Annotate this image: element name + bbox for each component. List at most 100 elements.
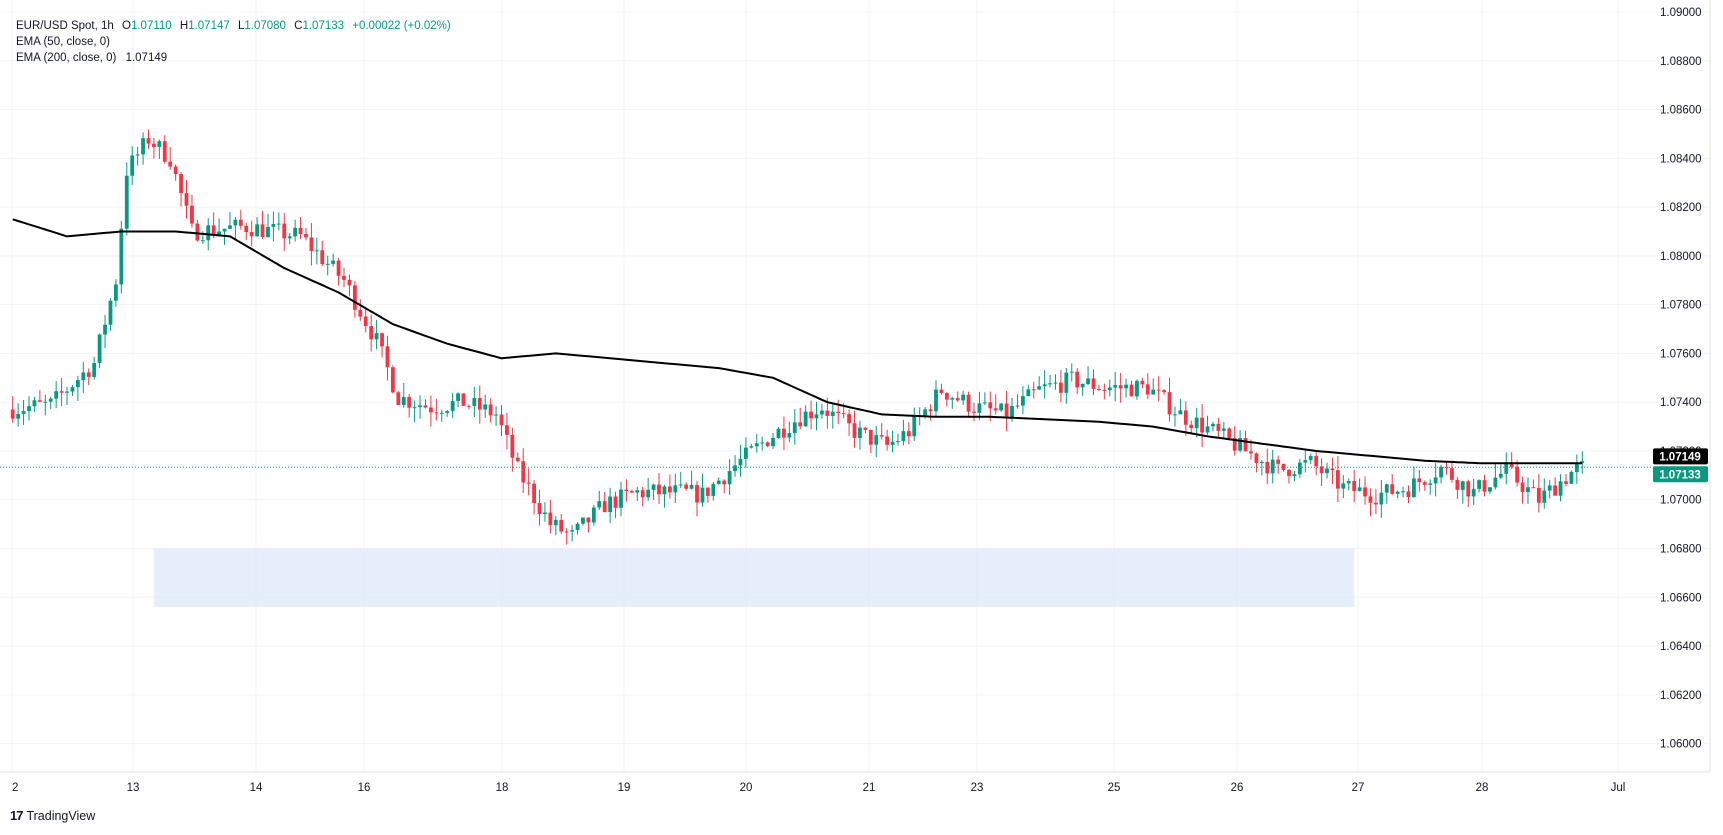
candle: [173, 164, 178, 181]
candle: [1259, 460, 1264, 476]
legend-ema200-row[interactable]: EMA (200, close, 0) 1.07149: [16, 50, 451, 66]
candle: [1531, 479, 1536, 489]
candle: [1135, 379, 1139, 400]
candle: [738, 444, 743, 477]
candle: [108, 298, 113, 331]
candle: [347, 274, 352, 297]
candle: [124, 162, 129, 236]
candle: [548, 499, 553, 534]
price-tick-label: 1.07600: [1660, 348, 1702, 360]
candle: [792, 409, 797, 445]
price-axis[interactable]: 1.06000 1.06200 1.06400 1.06600 1.06800 1.070…: [1660, 7, 1702, 751]
time-tick-label: Jul: [1611, 782, 1626, 794]
candle: [944, 392, 949, 407]
candle: [1471, 478, 1476, 505]
time-tick-label: 2: [12, 782, 18, 794]
candle: [412, 400, 417, 423]
time-tick-label: 13: [127, 782, 140, 794]
candle: [184, 180, 189, 219]
candle: [86, 368, 91, 386]
candle: [1075, 368, 1080, 394]
tradingview-logo-text: TradingView: [26, 808, 96, 823]
candle: [1379, 480, 1384, 518]
candle: [830, 404, 835, 429]
candle: [608, 487, 613, 524]
candle: [955, 391, 960, 402]
candle: [651, 483, 656, 501]
candle: [228, 211, 232, 230]
candle: [1102, 383, 1107, 400]
candle: [689, 470, 694, 490]
candle: [510, 427, 515, 472]
candle: [390, 365, 395, 394]
candle: [1308, 453, 1313, 465]
candle: [1097, 384, 1101, 391]
price-tick-label: 1.07000: [1660, 495, 1702, 507]
time-tick-label: 28: [1476, 782, 1489, 794]
candle: [255, 217, 260, 237]
candle: [244, 222, 249, 241]
candle: [37, 390, 42, 403]
candle: [1504, 452, 1509, 485]
candle: [1205, 415, 1210, 435]
candle: [304, 227, 308, 241]
candle: [977, 391, 982, 421]
candle: [233, 217, 238, 240]
candle: [32, 396, 37, 412]
candle: [1493, 463, 1498, 490]
candle: [809, 400, 813, 430]
legend-ema50-row[interactable]: EMA (50, close, 0): [16, 34, 451, 50]
candle: [195, 219, 200, 242]
change-value: +0.00022 (+0.02%): [352, 20, 451, 32]
candle: [754, 433, 759, 453]
candle: [1281, 463, 1286, 472]
candle: [896, 433, 900, 446]
candle: [619, 481, 623, 517]
candle: [1422, 480, 1427, 491]
candle: [1200, 404, 1205, 448]
candle: [70, 384, 75, 396]
price-labels: 1.07149 1.07133: [1653, 448, 1708, 483]
candle: [1368, 488, 1373, 517]
candle: [1189, 420, 1194, 435]
candle: [162, 135, 167, 164]
candle: [961, 390, 966, 405]
candle: [1167, 377, 1172, 422]
candle: [597, 490, 602, 510]
time-tick-label: 18: [496, 782, 509, 794]
price-tick-label: 1.08400: [1660, 153, 1702, 165]
candle: [868, 429, 873, 454]
candle: [494, 406, 498, 426]
candle: [423, 399, 428, 409]
candle: [1428, 479, 1433, 495]
candle: [1129, 380, 1134, 397]
candle: [982, 392, 987, 406]
candle: [776, 426, 781, 439]
candle: [429, 395, 433, 427]
candle: [591, 504, 596, 526]
candle: [1384, 483, 1389, 504]
candle: [157, 139, 162, 159]
candle: [271, 211, 276, 242]
candle: [282, 212, 287, 252]
candle: [1276, 455, 1281, 474]
time-axis[interactable]: 2 13 14 16 18 19 20 21 23 25 26 27 28 Jul: [12, 782, 1625, 794]
tradingview-logo[interactable]: 17 TradingView: [10, 808, 95, 823]
high-value: 1.07147: [188, 20, 230, 32]
candle: [1439, 464, 1443, 484]
candle: [1558, 474, 1563, 502]
price-tick-label: 1.06000: [1660, 739, 1702, 751]
ema200-price-label-bg: [1653, 448, 1708, 465]
candle: [1069, 363, 1074, 382]
candle: [287, 232, 292, 245]
candle: [716, 477, 721, 485]
candle: [179, 172, 183, 207]
candle: [1352, 469, 1357, 503]
candle: [1319, 458, 1324, 486]
candle: [814, 401, 819, 431]
candle: [820, 403, 824, 419]
candle: [1031, 381, 1036, 399]
candle: [1374, 488, 1378, 515]
time-tick-label: 16: [358, 782, 371, 794]
